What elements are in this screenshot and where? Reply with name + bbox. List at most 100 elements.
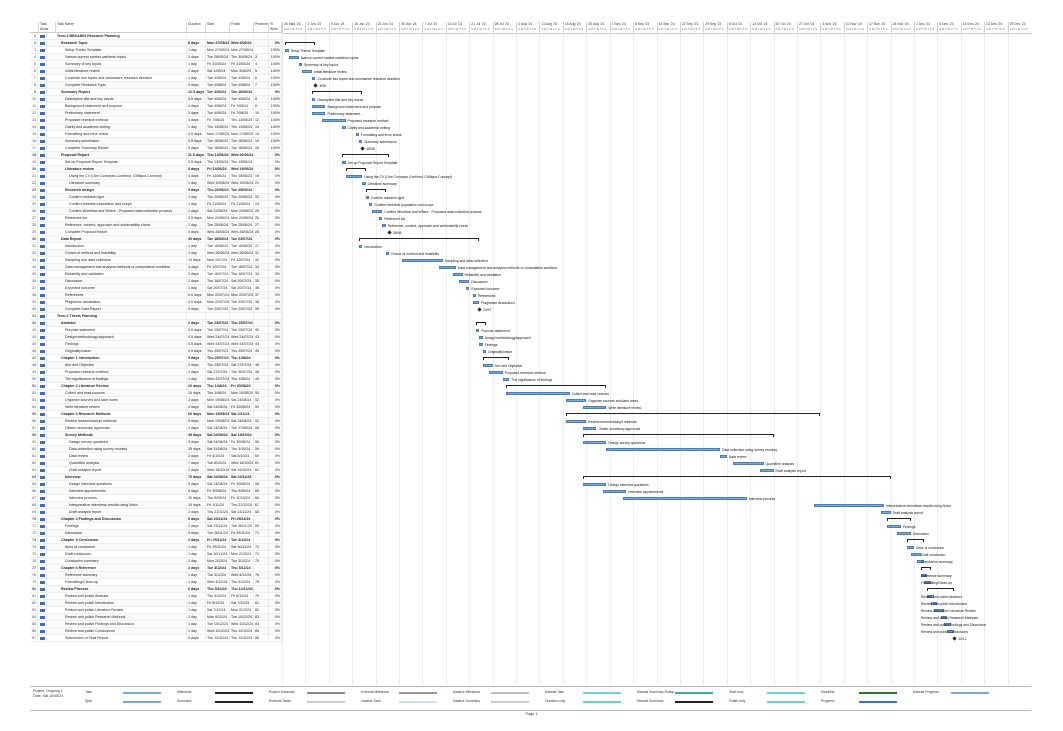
task-bar[interactable] [944, 623, 951, 626]
task-bar[interactable] [606, 448, 721, 451]
table-row[interactable]: 37 Expected outcome 1 day Sat 20/07/24 Sat 2… [30, 285, 282, 292]
table-row[interactable]: 71 Findings 2 days Sat 23/11/24 Tue 26/11/24… [30, 523, 282, 530]
summary-bar[interactable] [475, 322, 487, 325]
table-row[interactable]: 18 Proposal Report 11.5 days Thu 13/06/24 We… [30, 152, 282, 159]
summary-bar[interactable] [566, 413, 821, 416]
task-bar[interactable] [927, 595, 935, 598]
task-bar[interactable] [479, 336, 483, 339]
task-bar[interactable] [566, 420, 587, 423]
table-row[interactable]: 35 Reliability and validation 2 days Tue 16… [30, 271, 282, 278]
task-bar[interactable] [459, 280, 470, 283]
task-bar[interactable] [312, 112, 326, 115]
table-row[interactable]: 73 Chapter 5 Conclusion 2 days Fri 29/11/24… [30, 537, 282, 544]
table-row[interactable]: 86 Review and polish Conclusions 1 day Wed … [30, 628, 282, 635]
table-row[interactable]: 28 Reference, content, approach and achie… [30, 222, 282, 229]
task-bar[interactable] [452, 273, 463, 276]
table-row[interactable]: 68 Interpretative interviews results usin… [30, 502, 282, 509]
table-row[interactable]: 66 Interview appointments 5 days Fri 30/08/… [30, 488, 282, 495]
task-bar[interactable] [720, 455, 727, 458]
table-row[interactable]: 53 Organize sources and take notes 3 days M… [30, 397, 282, 404]
table-row[interactable]: 43 Purpose statement 0.5 days Tue 23/07/24 T… [30, 327, 282, 334]
table-row[interactable]: 10 Descriptive title and key words 0.5 day… [30, 96, 282, 103]
summary-bar[interactable] [506, 385, 607, 388]
table-row[interactable]: 11 Background statement and purpose 4 days… [30, 103, 282, 110]
table-row[interactable]: 8 Complete Research Topic 0 days Tue 4/06/2… [30, 82, 282, 89]
table-row[interactable]: 32 Choice of method and feasibility 1 day W… [30, 250, 282, 257]
table-row[interactable]: 9 Summary Report 12.5 days Tue 4/06/24 Tue 1… [30, 89, 282, 96]
task-bar[interactable] [566, 399, 587, 402]
table-row[interactable]: 40 Complete Data Report 0 days Tue 23/07/24… [30, 306, 282, 313]
table-row[interactable]: 87 Submission of Final Report 0 days Thu 12… [30, 635, 282, 642]
task-bar[interactable] [378, 217, 383, 220]
milestone-marker[interactable] [313, 83, 319, 88]
table-row[interactable]: 31 Introduction 1 day Tue 18/06/24 Tue 18/06… [30, 243, 282, 250]
table-row[interactable]: 63 Draft analysis report 2 days Wed 16/10/2… [30, 467, 282, 474]
header-work-complete[interactable]: % Work Complete [269, 22, 282, 33]
table-row[interactable]: 84 Review and polish Research Methods 1 da… [30, 614, 282, 621]
table-row[interactable]: 72 Discussion 3 days Tue 26/11/24 Fri 29/11/… [30, 530, 282, 537]
table-row[interactable]: 74 Aims of conclusion 1 day Fri 29/11/24 Sat… [30, 544, 282, 551]
milestone-marker[interactable] [952, 636, 957, 641]
task-bar[interactable] [402, 259, 443, 262]
table-row[interactable]: 78 Reference summary 1 day Tue 3/12/24 Wed 4… [30, 572, 282, 579]
summary-bar[interactable] [285, 42, 316, 45]
table-row[interactable]: 67 Interview process 30 days Thu 5/09/24 Fri… [30, 495, 282, 502]
table-row[interactable]: 51 Chapter 2 Literature Review 20 days Thu … [30, 383, 282, 390]
summary-bar[interactable] [887, 518, 912, 521]
summary-bar[interactable] [927, 588, 955, 591]
task-bar[interactable] [502, 378, 510, 381]
table-row[interactable]: 55 Chapter 3 Research Methods 60 days Mon 1… [30, 411, 282, 418]
header-task-name[interactable]: Task Name [56, 22, 187, 33]
table-row[interactable]: 23 Research design 5 days Thu 20/06/24 Tue 2… [30, 187, 282, 194]
table-row[interactable]: 65 Design interview questions 5 days Sat 24… [30, 481, 282, 488]
table-row[interactable]: 34 Data management and analysis methods o… [30, 264, 282, 271]
summary-bar[interactable] [312, 91, 363, 94]
table-row[interactable]: 25 Confirm research population and scope 1… [30, 201, 282, 208]
task-bar[interactable] [475, 329, 480, 332]
table-row[interactable]: 15 Formatting and error check 0.5 days Mon … [30, 131, 282, 138]
task-bar[interactable] [907, 546, 914, 549]
table-row[interactable]: 6 Initial literature review 2 days Sat 1/06… [30, 68, 282, 75]
task-bar[interactable] [917, 560, 924, 563]
table-row[interactable]: 26 Confirm Workflow and Where - Proposed … [30, 208, 282, 215]
table-row[interactable]: 85 Review and polish Findings and Discuss… [30, 621, 282, 628]
summary-bar[interactable] [582, 476, 891, 479]
task-bar[interactable] [368, 203, 373, 206]
table-row[interactable]: 46 Originality/value 0.5 days Thu 25/07/24 T… [30, 348, 282, 355]
task-bar[interactable] [358, 245, 363, 248]
task-bar[interactable] [472, 301, 480, 304]
table-row[interactable]: 12 Preliminary statement 3 days Tue 4/06/24… [30, 110, 282, 117]
task-bar[interactable] [465, 287, 470, 290]
table-row[interactable]: 52 Collect and read sources 16 days Thu 1/0… [30, 390, 282, 397]
table-row[interactable]: 79 Formatting/Clean-up 1 day Wed 4/12/24 Thu… [30, 579, 282, 586]
table-row[interactable]: 13 Proposed research method 3 days Fri 7/06… [30, 117, 282, 124]
task-bar[interactable] [813, 504, 884, 507]
table-row[interactable]: 2 Research Topic 8 days Mon 27/05/24 Wed 4/0… [30, 40, 282, 47]
table-row[interactable]: 17 Complete Summary Report 0 days Tue 18/06… [30, 145, 282, 152]
task-bar[interactable] [358, 140, 363, 143]
task-bar[interactable] [372, 210, 383, 213]
table-row[interactable]: 56 Review research/adopt methods 5 days Mon… [30, 418, 282, 425]
task-bar[interactable] [482, 364, 493, 367]
task-bar[interactable] [482, 350, 486, 353]
table-row[interactable]: 36 Discussion 2 days Thu 18/07/24 Sat 20/07/… [30, 278, 282, 285]
task-bar[interactable] [603, 490, 627, 493]
table-row[interactable]: 50 The significance of findings 1 day Wed 3… [30, 376, 282, 383]
table-row[interactable]: 19 Set up Proposal Report Template 0.5 day… [30, 159, 282, 166]
task-bar[interactable] [489, 371, 503, 374]
table-row[interactable]: 82 Review and polish Introduction 1 day Fri… [30, 600, 282, 607]
task-bar[interactable] [472, 294, 476, 297]
task-bar[interactable] [302, 70, 313, 73]
table-row[interactable]: 4 Narrow current market cashless topics 3 … [30, 54, 282, 61]
summary-bar[interactable] [907, 539, 924, 542]
table-row[interactable]: 16 Summary submission 0.5 days Tue 18/06/24… [30, 138, 282, 145]
task-bar[interactable] [582, 406, 607, 409]
table-row[interactable]: 29 Complete Proposal Report 0 days Wed 26/0… [30, 229, 282, 236]
task-bar[interactable] [930, 602, 938, 605]
table-row[interactable]: 14 Clarity and academic writing 1 day Thu 1… [30, 124, 282, 131]
task-bar[interactable] [910, 553, 921, 556]
table-row[interactable]: 54 Write literature review 4 days Sat 24/08… [30, 404, 282, 411]
table-row[interactable]: 1 Term 2 BEKAN03 Research Planning [30, 33, 282, 40]
task-bar[interactable] [934, 609, 945, 612]
task-bar[interactable] [887, 525, 901, 528]
